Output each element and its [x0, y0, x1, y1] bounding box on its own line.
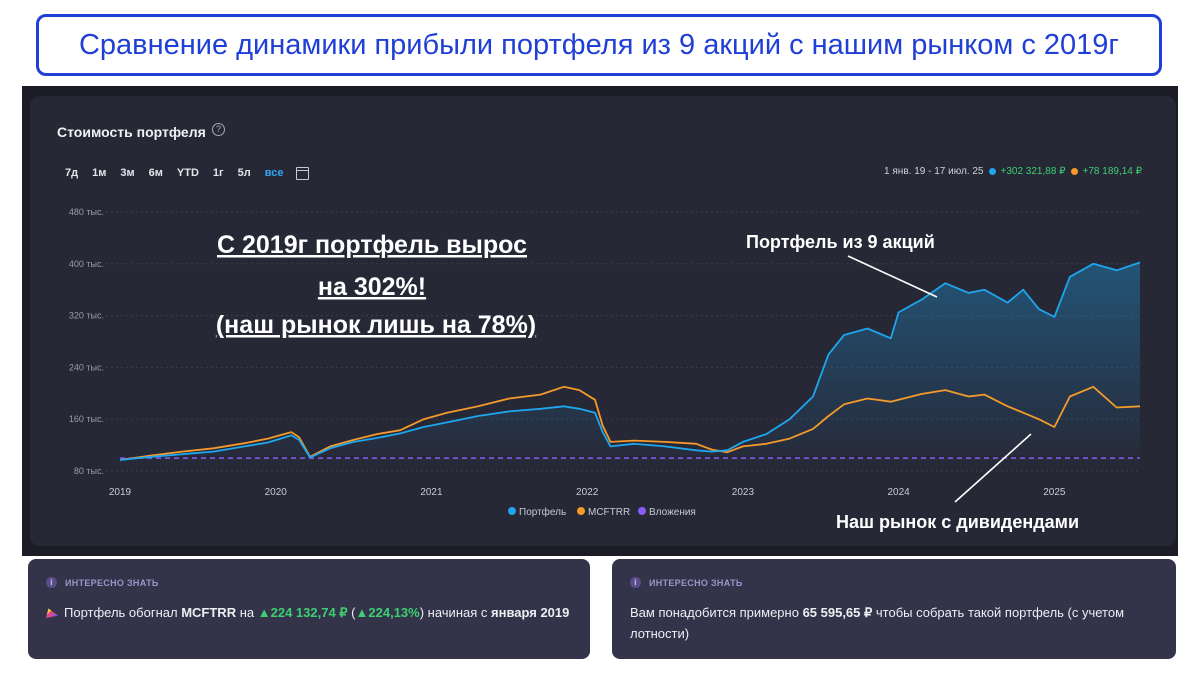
chart-svg: 480 тыс. 400 тыс. 320 тыс. 240 тыс. 160 тыс.…	[69, 207, 1141, 532]
callout-market-arrow	[954, 433, 1032, 503]
up-arrow-icon: ▲	[257, 605, 271, 620]
party-popper-icon	[46, 608, 58, 618]
annotation-headline: С 2019г портфель вырос	[217, 231, 527, 259]
period-5y[interactable]: 5л	[237, 167, 251, 179]
x-tick-label: 2023	[732, 487, 755, 498]
calendar-icon[interactable]	[296, 167, 310, 180]
info-text-close: ) начиная с	[419, 605, 491, 620]
y-tick-label: 240 тыс.	[69, 362, 104, 372]
info-percent: 224,13%	[368, 605, 420, 620]
x-tick-label: 2022	[576, 487, 599, 498]
portfolio-gain: +302 321,88 ₽	[1000, 166, 1066, 177]
info-header-text: ИНТЕРЕСНО ЗНАТЬ	[65, 577, 159, 588]
market-gain: +78 189,14 ₽	[1082, 166, 1142, 177]
info-card-header: i ИНТЕРЕСНО ЗНАТЬ	[46, 577, 572, 588]
range-info: 1 янв. 19 - 17 июл. 25 +302 321,88 ₽ +78…	[884, 166, 1142, 177]
y-tick-label: 80 тыс.	[74, 466, 104, 476]
y-tick-label: 160 тыс.	[69, 414, 104, 424]
x-tick-label: 2025	[1043, 487, 1066, 498]
x-tick-label: 2019	[109, 487, 132, 498]
info-text: Вам понадобится примерно 65 595,65 ₽ что…	[630, 602, 1158, 644]
series-line-portfolio	[119, 261, 1141, 461]
x-tick-label: 2024	[888, 487, 911, 498]
range-text: 1 янв. 19 - 17 июл. 25	[884, 166, 984, 177]
x-tick-label: 2021	[420, 487, 443, 498]
info-text-prefix: Портфель обогнал	[64, 605, 182, 620]
info-date: января 2019	[491, 605, 570, 620]
legend-label: Вложения	[649, 507, 696, 518]
period-3m[interactable]: 3м	[120, 167, 135, 179]
y-tick-label: 320 тыс.	[69, 311, 104, 321]
up-arrow-icon: ▲	[355, 605, 369, 620]
legend-label: MCFTRR	[588, 507, 630, 518]
period-6m[interactable]: 6м	[148, 167, 163, 179]
banner-title: Сравнение динамики прибыли портфеля из 9…	[36, 14, 1162, 76]
y-tick-label: 480 тыс.	[69, 207, 104, 217]
x-tick-label: 2020	[265, 487, 288, 498]
info-card-1: i ИНТЕРЕСНО ЗНАТЬ Портфель обогнал MCFTR…	[28, 559, 590, 659]
info-amount: 65 595,65 ₽	[802, 605, 873, 620]
callout-portfolio-arrow	[847, 255, 938, 298]
annotation-headline: на 302%!	[318, 273, 426, 301]
info-card-2: i ИНТЕРЕСНО ЗНАТЬ Вам понадобится пример…	[612, 559, 1176, 659]
legend-marker	[638, 507, 646, 515]
legend-label: Портфель	[519, 506, 566, 518]
y-tick-label: 400 тыс.	[69, 259, 104, 269]
info-card-header: i ИНТЕРЕСНО ЗНАТЬ	[630, 577, 1158, 588]
period-all[interactable]: все	[264, 167, 284, 179]
period-ytd[interactable]: YTD	[176, 167, 199, 179]
info-text-mid: на	[236, 605, 258, 620]
portfolio-dot-icon	[988, 168, 996, 175]
info-header-text: ИНТЕРЕСНО ЗНАТЬ	[649, 577, 743, 588]
period-7d[interactable]: 7д	[65, 167, 79, 179]
info-ticker: MCFTRR	[181, 605, 237, 620]
info-gain: 224 132,74 ₽	[270, 605, 348, 620]
legend-marker	[508, 507, 516, 515]
market-dot-icon	[1070, 168, 1078, 175]
help-icon[interactable]: ?	[212, 123, 225, 136]
period-1y[interactable]: 1г	[212, 167, 224, 179]
info-text-suffix: чтобы собрать такой портфель (с учетом л…	[630, 605, 1125, 641]
info-open-paren: (	[347, 605, 356, 620]
legend-marker	[577, 507, 585, 515]
info-text-prefix: Вам понадобится примерно	[630, 605, 803, 620]
period-1m[interactable]: 1м	[92, 167, 107, 179]
card-title: Стоимость портфеля	[57, 124, 206, 140]
annotation-headline: (наш рынок лишь на 78%)	[216, 311, 536, 339]
callout-portfolio-label: Портфель из 9 акций	[746, 232, 935, 252]
info-icon: i	[46, 577, 57, 588]
portfolio-area	[120, 262, 1140, 471]
callout-market-label: Наш рынок с дивидендами	[836, 512, 1079, 532]
info-icon: i	[630, 577, 641, 588]
period-selector: 7д 1м 3м 6м YTD 1г 5л все	[58, 164, 310, 182]
info-text: Портфель обогнал MCFTRR на ▲224 132,74 ₽…	[46, 602, 572, 623]
